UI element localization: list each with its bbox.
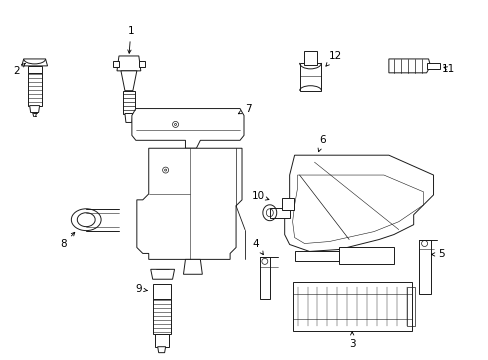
Text: 10: 10: [251, 191, 268, 201]
Bar: [406, 287, 414, 326]
Polygon shape: [124, 113, 133, 122]
Text: 2: 2: [14, 63, 25, 76]
Polygon shape: [281, 198, 293, 210]
Polygon shape: [30, 105, 40, 113]
Polygon shape: [152, 299, 170, 334]
Polygon shape: [259, 257, 269, 299]
Polygon shape: [157, 347, 165, 353]
Polygon shape: [137, 148, 242, 260]
Polygon shape: [294, 251, 339, 261]
Polygon shape: [150, 269, 174, 279]
Polygon shape: [152, 284, 170, 299]
Polygon shape: [418, 239, 429, 294]
Text: 11: 11: [441, 64, 454, 74]
Polygon shape: [121, 71, 137, 91]
Polygon shape: [122, 91, 135, 113]
Polygon shape: [183, 260, 202, 274]
Polygon shape: [339, 247, 393, 264]
Polygon shape: [284, 155, 433, 251]
Polygon shape: [154, 334, 168, 347]
Text: 7: 7: [238, 104, 251, 114]
Text: 3: 3: [348, 332, 355, 349]
Polygon shape: [28, 66, 41, 73]
Text: 9: 9: [135, 284, 147, 294]
Polygon shape: [21, 59, 47, 66]
Polygon shape: [28, 73, 41, 105]
Text: 12: 12: [325, 51, 341, 66]
Polygon shape: [292, 282, 411, 331]
Polygon shape: [299, 63, 321, 91]
Polygon shape: [269, 208, 289, 218]
Polygon shape: [388, 59, 429, 73]
Polygon shape: [113, 61, 119, 67]
Text: 8: 8: [60, 232, 75, 249]
Text: 1: 1: [127, 26, 134, 53]
Polygon shape: [117, 56, 141, 71]
Polygon shape: [426, 63, 440, 69]
Text: 5: 5: [430, 249, 444, 260]
Polygon shape: [303, 51, 317, 65]
Text: 6: 6: [317, 135, 325, 152]
Polygon shape: [139, 61, 144, 67]
Text: 4: 4: [252, 239, 263, 255]
Polygon shape: [132, 109, 244, 148]
